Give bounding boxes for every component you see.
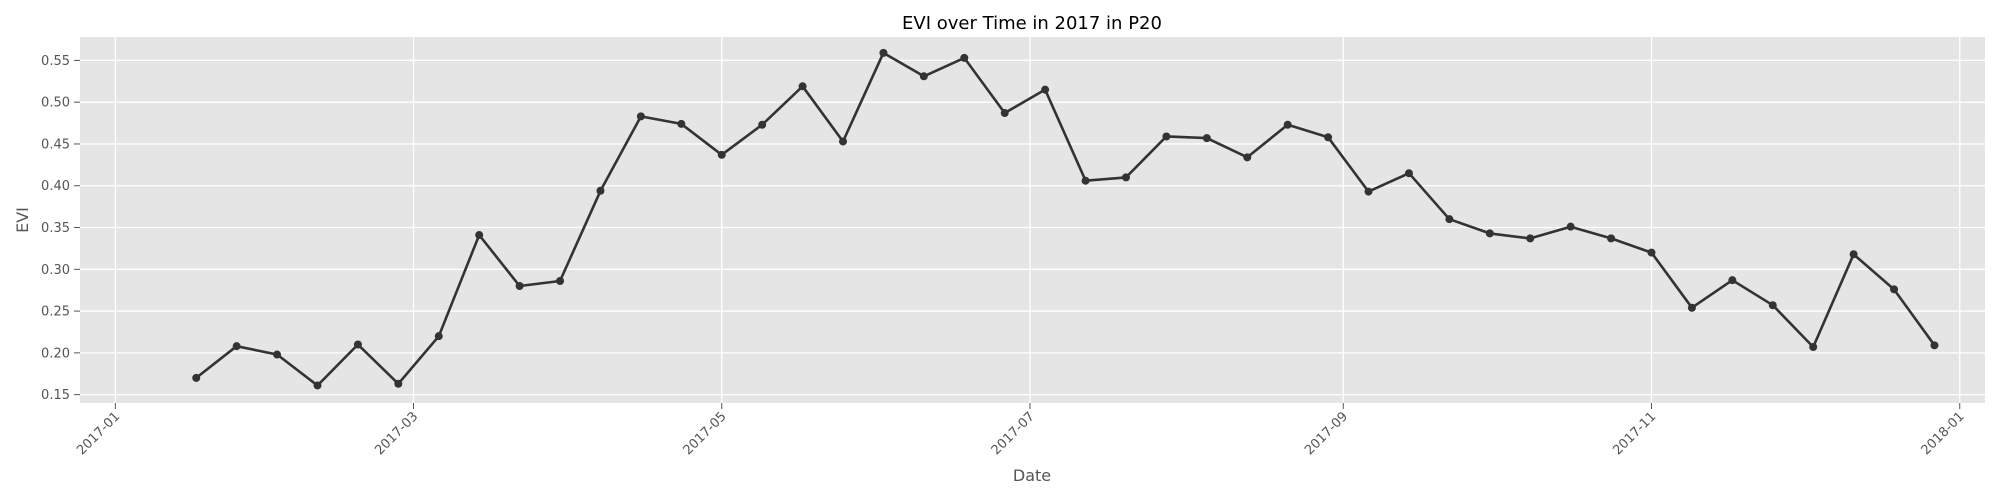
data-point xyxy=(1283,120,1292,129)
data-point xyxy=(232,342,241,351)
data-point xyxy=(556,277,565,285)
data-point xyxy=(1485,229,1494,238)
data-point xyxy=(1445,215,1454,224)
x-tick-label: 2017-03 xyxy=(372,409,421,458)
data-point xyxy=(919,72,928,81)
x-tick-label: 2017-07 xyxy=(989,409,1038,458)
data-point xyxy=(1890,285,1899,294)
data-point xyxy=(192,373,201,382)
data-point xyxy=(677,119,686,128)
data-point xyxy=(353,340,362,349)
data-point xyxy=(717,150,726,159)
data-point xyxy=(1202,134,1211,143)
data-point xyxy=(1566,222,1575,231)
data-point xyxy=(596,186,605,195)
y-tick-label: 0.35 xyxy=(41,221,70,236)
data-point xyxy=(1243,153,1252,162)
data-point xyxy=(798,82,807,91)
data-point xyxy=(394,379,403,388)
data-point xyxy=(1809,343,1818,352)
grid-lines xyxy=(80,37,1985,403)
data-point xyxy=(1000,109,1009,118)
evi-series-line xyxy=(195,51,1936,387)
plot-background xyxy=(80,37,1985,403)
x-tick-label: 2017-05 xyxy=(681,409,730,458)
data-point xyxy=(434,332,443,341)
data-point xyxy=(1647,248,1656,257)
data-point xyxy=(879,48,888,57)
data-point xyxy=(758,120,767,129)
x-tick-label: 2018-01 xyxy=(1919,409,1968,458)
data-point xyxy=(1687,303,1696,312)
data-point xyxy=(636,112,645,121)
data-point xyxy=(1324,133,1333,142)
y-tick-label: 0.55 xyxy=(41,54,70,69)
data-point xyxy=(313,381,322,390)
x-tick-label: 2017-09 xyxy=(1302,409,1351,458)
y-tick-label: 0.25 xyxy=(41,305,70,320)
y-tick-label: 0.15 xyxy=(41,388,70,403)
y-tick-label: 0.40 xyxy=(41,179,70,194)
data-point xyxy=(1404,169,1413,178)
data-point xyxy=(515,282,524,291)
y-tick-label: 0.45 xyxy=(41,137,70,152)
data-point xyxy=(1526,234,1535,243)
data-point xyxy=(1081,176,1090,185)
y-axis-label: EVI xyxy=(13,207,32,233)
x-axis-label: Date xyxy=(1013,466,1051,485)
x-tick-label: 2017-11 xyxy=(1610,409,1659,458)
y-tick-label: 0.20 xyxy=(41,346,70,361)
data-point xyxy=(839,137,848,146)
data-point xyxy=(273,350,282,359)
data-point xyxy=(1768,301,1777,310)
data-point xyxy=(1162,132,1171,141)
chart-title: EVI over Time in 2017 in P20 xyxy=(902,13,1162,34)
data-point xyxy=(1364,187,1373,196)
data-point xyxy=(1121,173,1130,182)
y-tick-label: 0.30 xyxy=(41,263,70,278)
data-point xyxy=(475,231,484,240)
data-point xyxy=(960,53,969,62)
data-point xyxy=(1041,85,1050,94)
evi-data-points xyxy=(192,48,1939,390)
y-tick-label: 0.50 xyxy=(41,96,70,111)
data-point xyxy=(1930,341,1939,350)
data-point xyxy=(1728,276,1737,285)
x-axis-ticks: 2017-01 2017-03 2017-05 2017-07 2017-09 2017-… xyxy=(74,403,1968,458)
data-point xyxy=(1607,234,1616,243)
y-axis-ticks: 0.15 0.20 0.25 0.30 0.35 0.40 0.45 0.50 0.55 xyxy=(41,54,80,403)
x-tick-label: 2017-01 xyxy=(74,409,123,458)
data-point xyxy=(1849,250,1858,259)
